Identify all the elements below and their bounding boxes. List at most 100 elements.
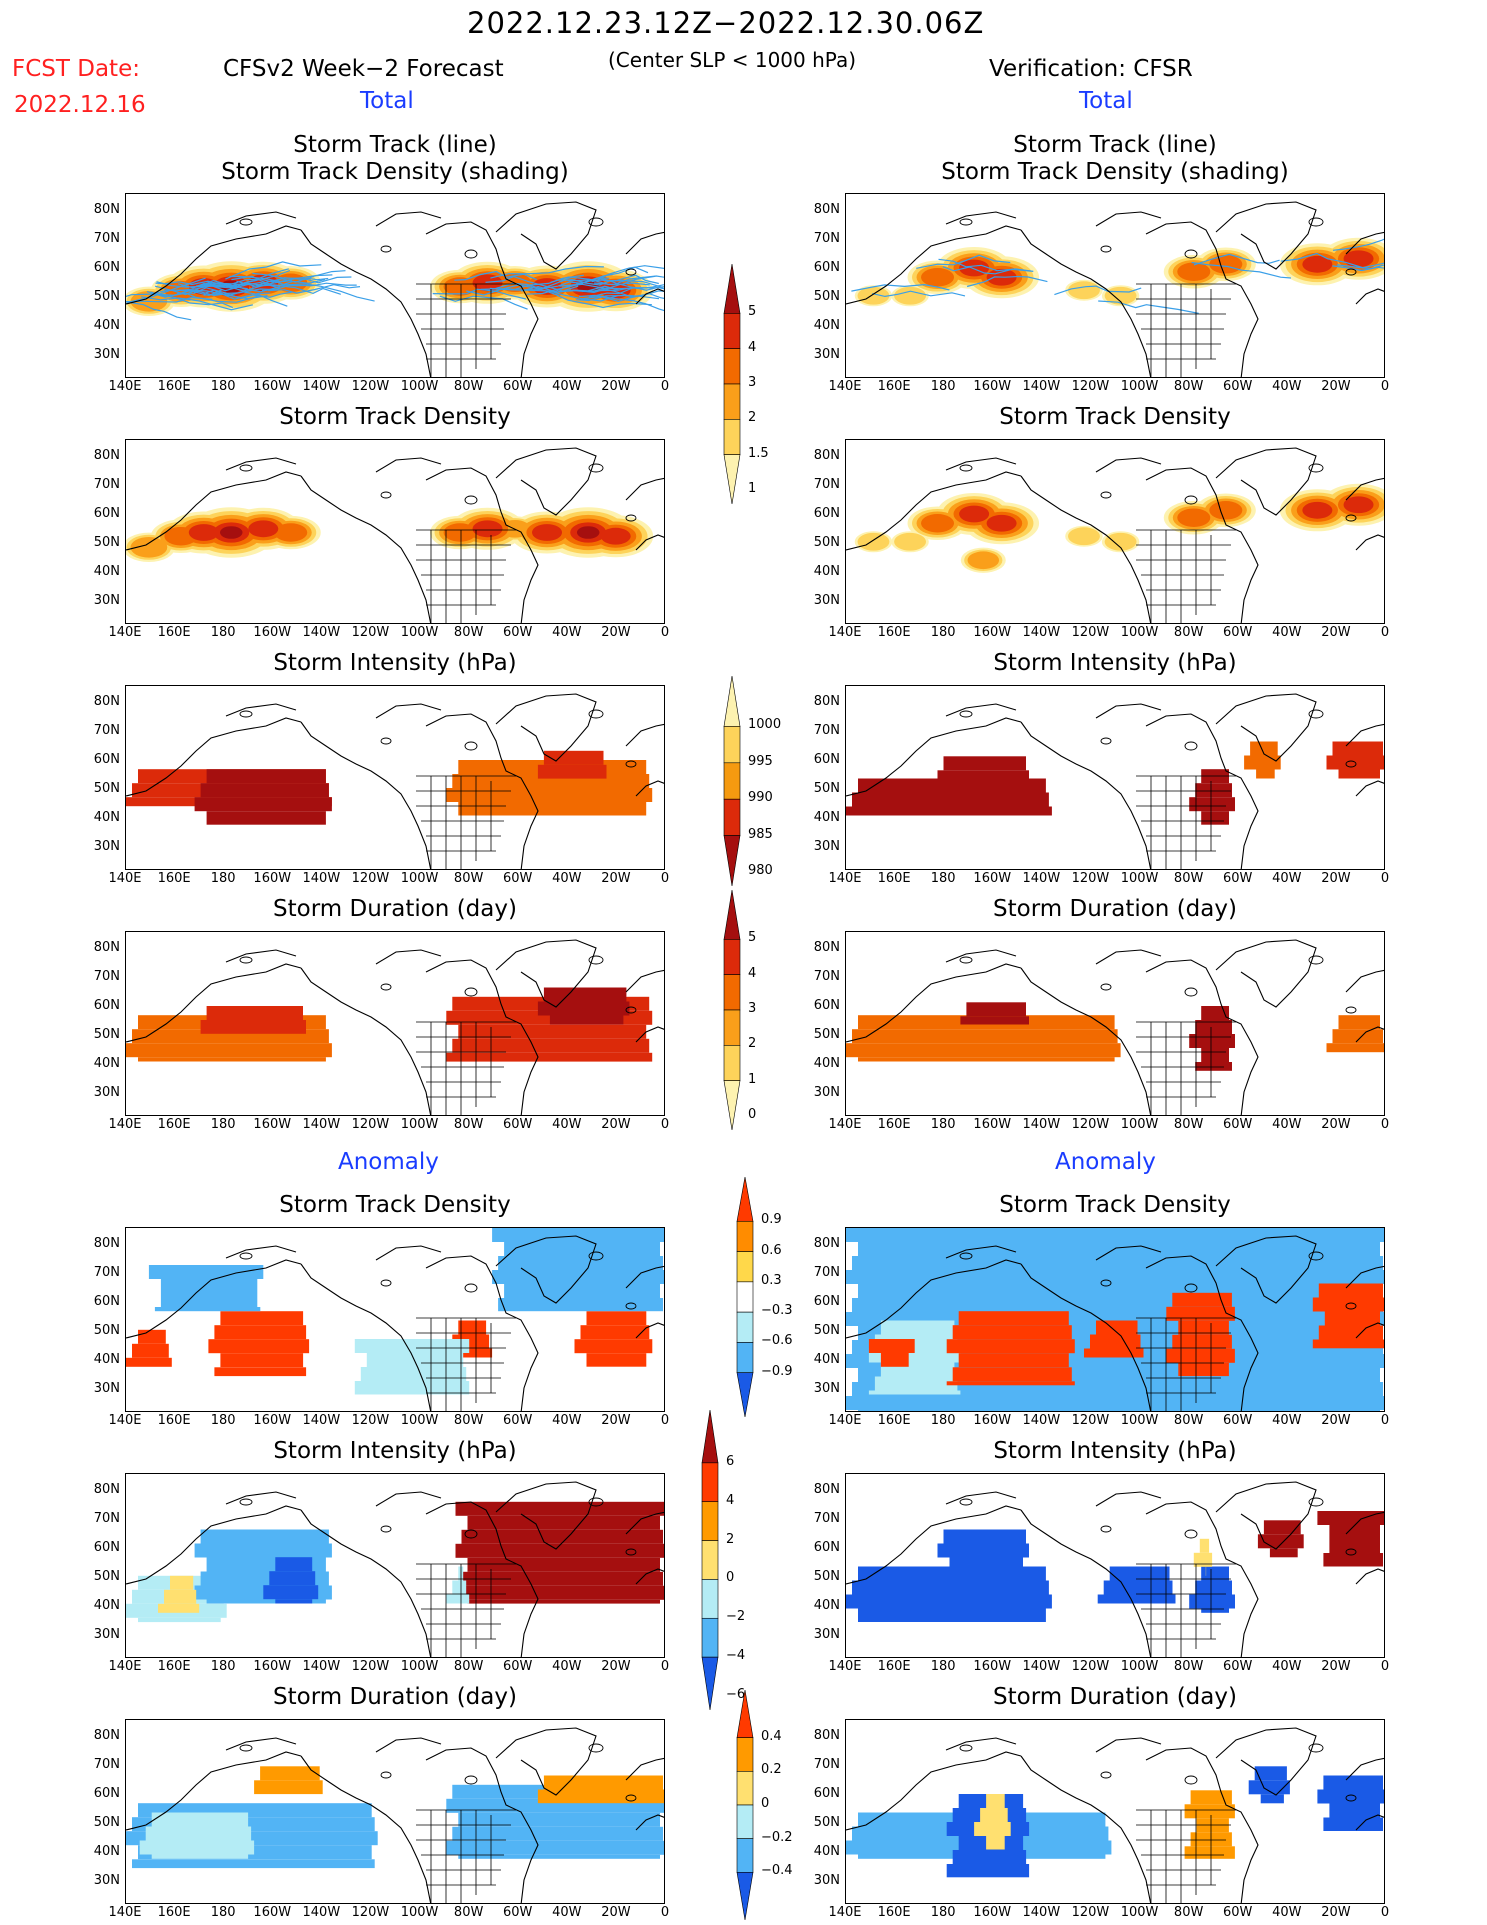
lon-tick-label: 80W: [1173, 1413, 1204, 1428]
lon-tick-label: 180: [210, 1413, 236, 1428]
lon-tick-label: 160E: [157, 871, 191, 886]
lon-tick-label: 40W: [552, 1659, 582, 1674]
map-panel-fc_duration: [125, 931, 665, 1116]
map-plot: [126, 693, 664, 869]
fcst-date-label: FCST Date:: [12, 56, 140, 82]
lon-tick-label: 180: [930, 1117, 956, 1132]
lat-tick-label: 70N: [93, 723, 120, 738]
lon-tick-label: 140W: [302, 1413, 341, 1428]
panel-title-line: Storm Track Density (shading): [941, 159, 1289, 185]
lon-tick-label: 80W: [1173, 379, 1204, 394]
lat-tick-label: 50N: [93, 289, 120, 304]
lat-tick-label: 40N: [93, 810, 120, 825]
lon-tick-label: 80W: [453, 871, 484, 886]
lon-tick-label: 60W: [1223, 1413, 1253, 1428]
lon-tick-label: 60W: [1223, 379, 1253, 394]
colorbar-tick-label: 0.2: [761, 1762, 782, 1778]
lon-tick-label: 0: [660, 871, 670, 886]
map-panel-ob_track: [845, 193, 1385, 378]
lon-tick-label: 120W: [1071, 625, 1110, 640]
lon-tick-label: 160W: [973, 1413, 1012, 1428]
lat-tick-label: 30N: [93, 1627, 120, 1642]
colorbar-tick-label: 990: [748, 790, 773, 806]
panel-title: Storm Intensity (hPa): [273, 650, 517, 676]
lat-tick-label: 60N: [813, 1786, 840, 1801]
lon-tick-label: 140E: [828, 625, 862, 640]
colorbar-tick-label: 1.5: [748, 445, 769, 461]
colorbar-tick-label: 5: [748, 304, 757, 320]
lon-tick-label: 0: [1380, 1659, 1390, 1674]
lon-tick-label: 160E: [877, 1659, 911, 1674]
map-plot: [126, 1727, 664, 1903]
lat-tick-label: 50N: [93, 781, 120, 796]
lon-tick-label: 80W: [1173, 1659, 1204, 1674]
lat-tick-label: 70N: [93, 969, 120, 984]
lat-tick-label: 30N: [813, 839, 840, 854]
colorbar-tick-label: −6: [726, 1687, 746, 1702]
lon-tick-label: 160W: [973, 1905, 1012, 1920]
lon-tick-label: 140W: [302, 1905, 341, 1920]
panel-title: Storm Duration (day): [993, 896, 1237, 922]
lon-tick-label: 160W: [253, 1659, 292, 1674]
lat-tick-label: 80N: [813, 940, 840, 955]
lat-tick-label: 50N: [813, 535, 840, 550]
colorbar-tick-label: 3: [748, 375, 757, 390]
lon-tick-label: 140W: [1022, 1413, 1061, 1428]
panel-title: Storm Duration (day): [273, 896, 517, 922]
lon-tick-label: 80W: [453, 1413, 484, 1428]
lat-tick-label: 70N: [93, 1265, 120, 1280]
lat-tick-label: 70N: [93, 231, 120, 246]
lon-tick-label: 0: [660, 1117, 670, 1132]
total-label-right: Total: [1079, 88, 1133, 114]
map-plot: [846, 201, 1384, 377]
lon-tick-label: 180: [210, 625, 236, 640]
lat-tick-label: 80N: [93, 448, 120, 463]
lat-tick-label: 30N: [813, 1873, 840, 1888]
lon-tick-label: 20W: [1321, 625, 1351, 640]
lon-tick-label: 100W: [400, 1659, 439, 1674]
lon-tick-label: 180: [210, 871, 236, 886]
colorbar-anom_density: [735, 1176, 755, 1421]
lat-tick-label: 40N: [93, 318, 120, 333]
lon-tick-label: 120W: [351, 1413, 390, 1428]
panel-title: Storm Intensity (hPa): [993, 1438, 1237, 1464]
lon-tick-label: 40W: [1272, 871, 1302, 886]
lat-tick-label: 30N: [813, 1627, 840, 1642]
lat-tick-label: 40N: [93, 564, 120, 579]
lon-tick-label: 140W: [1022, 379, 1061, 394]
colorbar-tick-label: 1000: [748, 717, 782, 733]
lat-tick-label: 80N: [813, 1482, 840, 1497]
lon-tick-label: 60W: [503, 379, 533, 394]
lon-tick-label: 140E: [108, 1905, 142, 1920]
lon-tick-label: 20W: [601, 625, 631, 640]
lat-tick-label: 70N: [93, 1511, 120, 1526]
lon-tick-label: 120W: [351, 625, 390, 640]
lon-tick-label: 120W: [1071, 379, 1110, 394]
lon-tick-label: 160W: [253, 625, 292, 640]
lon-tick-label: 20W: [601, 379, 631, 394]
lon-tick-label: 180: [210, 379, 236, 394]
colorbar-tick-label: −0.4: [761, 1863, 793, 1879]
lon-tick-label: 100W: [1120, 871, 1159, 886]
colorbar-tick-label: −0.3: [761, 1303, 793, 1319]
lon-tick-label: 0: [1380, 1905, 1390, 1920]
lat-tick-label: 80N: [93, 1728, 120, 1743]
lon-tick-label: 0: [660, 1413, 670, 1428]
lon-tick-label: 140W: [302, 1659, 341, 1674]
colorbar-tick-label: 2: [748, 410, 757, 426]
date-range-title: 2022.12.23.12Z−2022.12.30.06Z: [467, 6, 985, 40]
panel-title: Storm Track Density: [279, 1192, 511, 1218]
lon-tick-label: 100W: [400, 1413, 439, 1428]
lat-tick-label: 80N: [93, 1236, 120, 1251]
lat-tick-label: 70N: [813, 1511, 840, 1526]
lat-tick-label: 30N: [93, 347, 120, 362]
lon-tick-label: 0: [660, 379, 670, 394]
lon-tick-label: 140W: [1022, 871, 1061, 886]
lon-tick-label: 140W: [1022, 1905, 1061, 1920]
lat-tick-label: 40N: [93, 1352, 120, 1367]
lon-tick-label: 20W: [601, 1659, 631, 1674]
colorbar-tick-label: 6: [726, 1453, 735, 1469]
lon-tick-label: 120W: [1071, 1905, 1110, 1920]
panel-title: Storm Track Density: [999, 404, 1231, 430]
lon-tick-label: 0: [660, 1659, 670, 1674]
